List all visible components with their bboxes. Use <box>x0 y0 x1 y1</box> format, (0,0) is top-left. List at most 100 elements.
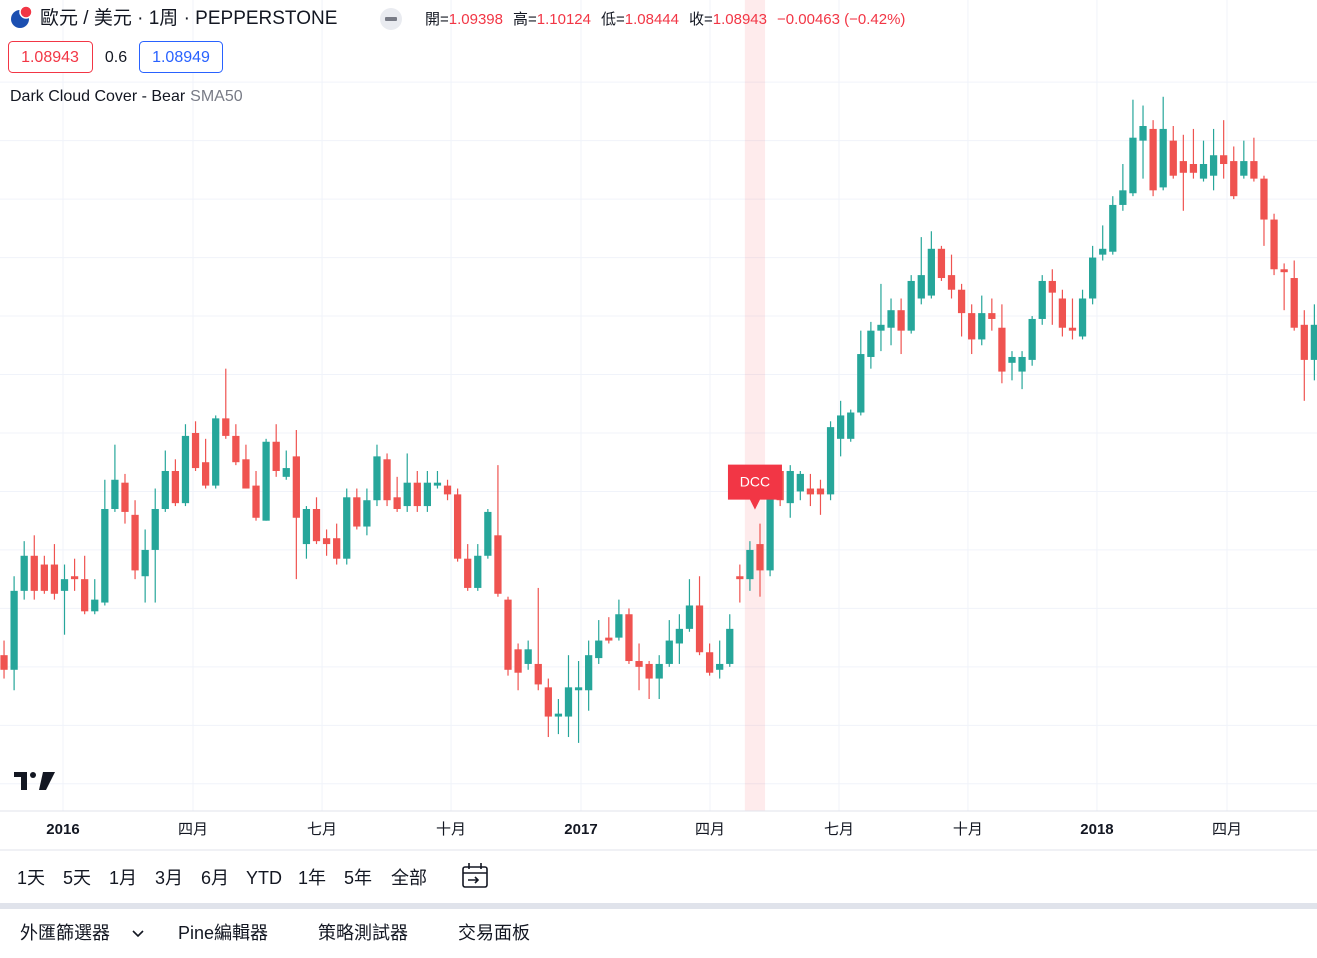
ohlc-value: 1.08943 <box>713 11 767 28</box>
candle-body <box>121 482 129 512</box>
candle-body <box>443 485 452 495</box>
candle-body <box>1209 155 1218 176</box>
candle-body <box>655 663 663 679</box>
ohlc-value: 1.08444 <box>625 11 679 28</box>
x-tick-label: 七月 <box>824 821 854 838</box>
range-toolbar: 1天 5天 1月 3月 6月 YTD 1年 5年 全部 <box>17 868 427 888</box>
candle-body <box>806 488 815 495</box>
range-button[interactable]: 6月 <box>201 868 229 888</box>
candle-body <box>50 564 59 594</box>
candle-body <box>585 655 593 691</box>
bottom-tabs: 外匯篩選器 Pine編輯器 策略測試器 交易面板 <box>20 923 530 943</box>
goto-date-button[interactable] <box>462 863 488 888</box>
range-button[interactable]: 1年 <box>298 868 326 888</box>
candle-body <box>353 497 361 527</box>
pattern-label-box <box>727 464 782 510</box>
candle-body <box>877 324 885 331</box>
candle-body <box>212 418 220 486</box>
candle-body <box>847 412 855 439</box>
candle-body <box>675 628 683 644</box>
candle-body <box>242 459 250 489</box>
candle-body <box>282 468 290 477</box>
candle-body <box>504 599 512 670</box>
candle-body <box>927 248 935 296</box>
collapse-button[interactable] <box>380 8 402 30</box>
range-button[interactable]: 1月 <box>109 868 137 888</box>
candle-body <box>141 549 149 577</box>
candle-body <box>746 549 754 580</box>
candle-body <box>998 327 1006 372</box>
range-button[interactable]: 3月 <box>155 868 183 888</box>
candle-body <box>625 614 633 662</box>
candle-body <box>464 558 472 588</box>
candle-body <box>544 687 552 717</box>
x-tick-label: 四月 <box>178 821 208 838</box>
logo <box>14 772 55 790</box>
candle-body <box>1088 257 1097 299</box>
candle-body <box>514 649 522 673</box>
candle-body <box>1310 324 1317 360</box>
candle-body <box>766 488 774 571</box>
range-button[interactable]: 全部 <box>391 868 427 888</box>
candle-body <box>1008 356 1016 363</box>
candle-body <box>1038 280 1046 319</box>
candle-body <box>383 459 391 501</box>
candle-body <box>1240 161 1248 176</box>
indicator-params: SMA50 <box>190 88 243 105</box>
candle-body <box>413 482 421 507</box>
change: −0.00463 (−0.42%) <box>777 11 905 28</box>
candle-body <box>252 485 260 518</box>
symbol-icon <box>11 5 33 28</box>
bottom-tab[interactable]: 交易面板 <box>458 923 530 943</box>
candle-body <box>1230 161 1238 197</box>
candle-body <box>403 482 411 507</box>
candle-body <box>453 494 462 559</box>
dropdown-chevron[interactable] <box>132 930 144 938</box>
candle-body <box>494 535 502 594</box>
candle-body <box>40 564 48 591</box>
candle-body <box>131 514 139 571</box>
candle-body <box>302 508 311 545</box>
bottom-tab[interactable]: 外匯篩選器 <box>20 923 110 943</box>
ask-price: 1.08949 <box>152 49 210 66</box>
candle-body <box>826 427 835 495</box>
candle-body <box>222 418 230 436</box>
bottom-tab[interactable]: Pine編輯器 <box>178 923 268 943</box>
candle-body <box>1028 318 1036 360</box>
range-button[interactable]: 1天 <box>17 868 45 888</box>
candle-body <box>232 435 240 463</box>
range-button[interactable]: 5年 <box>344 868 372 888</box>
range-button[interactable]: YTD <box>246 868 282 888</box>
separator <box>0 903 1317 909</box>
candle-body <box>101 508 109 603</box>
ask-badge[interactable]: 1.08949 <box>139 41 223 73</box>
candle-body <box>786 470 794 504</box>
candle-body <box>262 441 270 521</box>
bottom-tab[interactable]: 策略測試器 <box>318 923 408 943</box>
candle-body <box>574 687 583 691</box>
candle-body <box>1179 161 1187 173</box>
ohlc-value: 1.10124 <box>537 11 591 28</box>
candle-body <box>937 248 946 279</box>
candle-body <box>0 655 8 670</box>
candle-body <box>887 310 895 328</box>
candle-body <box>1169 140 1177 176</box>
candle-body <box>151 508 159 550</box>
candle-body <box>837 415 845 439</box>
candle-body <box>1149 128 1157 191</box>
candle-body <box>1189 164 1198 173</box>
candle-body <box>70 576 79 580</box>
bid-badge[interactable]: 1.08943 <box>8 41 93 73</box>
candle-body <box>947 275 956 290</box>
candle-body <box>796 473 804 492</box>
candle-body <box>1068 327 1077 331</box>
candle-body <box>1119 190 1127 205</box>
candle-body <box>1260 178 1268 220</box>
candle-body <box>1048 280 1056 293</box>
range-button[interactable]: 5天 <box>63 868 91 888</box>
candle-body <box>736 576 744 580</box>
candle-body <box>595 640 603 659</box>
candle-body <box>363 500 371 527</box>
x-tick-label: 七月 <box>307 821 337 838</box>
